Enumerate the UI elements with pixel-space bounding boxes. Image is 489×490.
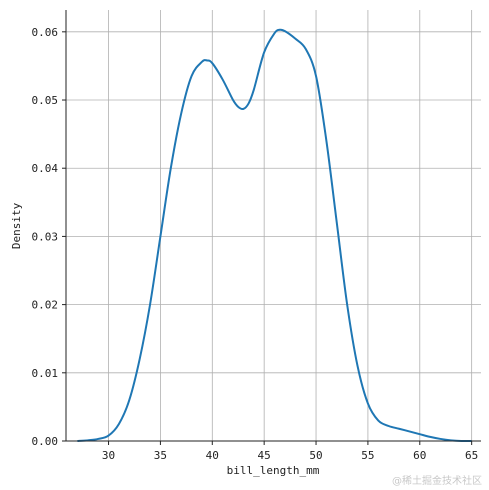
density-curve	[77, 28, 472, 443]
x-tick-label: 35	[154, 449, 167, 462]
y-axis-ticks: 0.00 0.01 0.02 0.03 0.04 0.05 0.06	[32, 26, 66, 448]
grid-lines	[66, 10, 481, 442]
y-tick-label: 0.00	[32, 435, 59, 448]
x-tick-label: 60	[413, 449, 426, 462]
x-tick-label: 55	[361, 449, 374, 462]
y-tick-label: 0.06	[32, 26, 59, 39]
x-tick-label: 40	[206, 449, 219, 462]
x-tick-label: 45	[258, 449, 271, 462]
y-axis-title: Density	[10, 202, 23, 249]
y-tick-label: 0.03	[32, 230, 59, 243]
x-axis-title: bill_length_mm	[227, 464, 320, 477]
x-tick-label: 50	[309, 449, 322, 462]
x-tick-label: 65	[465, 449, 478, 462]
x-tick-label: 30	[102, 449, 115, 462]
y-tick-label: 0.02	[32, 299, 59, 312]
y-tick-label: 0.05	[32, 94, 59, 107]
y-tick-label: 0.01	[32, 367, 59, 380]
plot-area	[77, 28, 472, 443]
x-axis-ticks: 30 35 40 45 50 55 60 65	[102, 441, 478, 462]
y-tick-label: 0.04	[32, 162, 59, 175]
axes	[65, 10, 481, 442]
watermark: @稀土掘金技术社区	[392, 474, 482, 487]
